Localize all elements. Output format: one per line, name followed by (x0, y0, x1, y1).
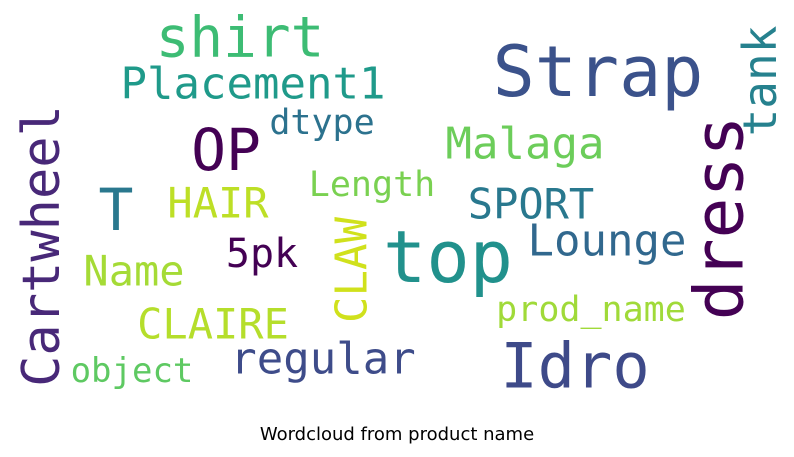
word-strap: Strap (493, 31, 704, 113)
word-regular: regular (230, 334, 415, 385)
word-malaga: Malaga (446, 119, 605, 170)
word-placement1: Placement1 (121, 59, 386, 110)
word-sport: SPORT (468, 180, 594, 229)
word-tank: tank (733, 26, 787, 137)
word-5pk: 5pk (226, 231, 298, 277)
word-length: Length (309, 165, 435, 205)
word-lounge: Lounge (528, 216, 687, 267)
word-dtype: dtype (269, 103, 374, 143)
word-name: Name (83, 247, 184, 296)
word-claire: CLAIRE (137, 300, 289, 349)
word-t: T (99, 176, 134, 244)
chart-title: Wordcloud from product name (259, 424, 535, 445)
word-prod-name: prod_name (496, 290, 686, 330)
word-cartwheel: Cartwheel (12, 105, 72, 387)
word-object: object (71, 351, 194, 391)
word-top: top (383, 215, 513, 299)
word-op: OP (191, 116, 261, 184)
word-dress: dress (681, 116, 760, 321)
word-hair: HAIR (167, 179, 269, 228)
word-idro: Idro (500, 330, 649, 403)
word-shirt: shirt (156, 6, 325, 71)
word-claw: CLAW (327, 217, 378, 323)
